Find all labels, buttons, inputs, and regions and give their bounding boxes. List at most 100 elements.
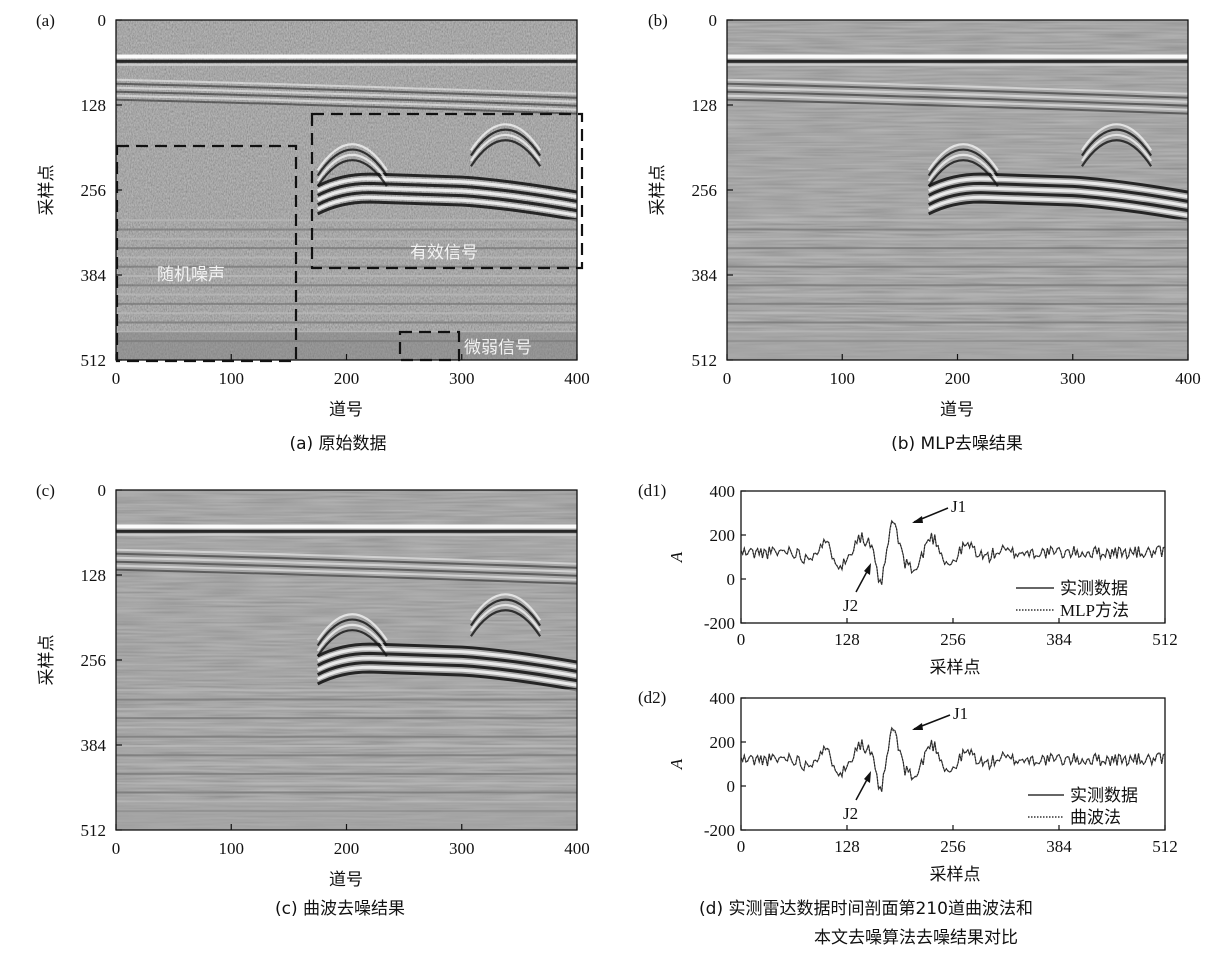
panel-d1-tag: (d1) bbox=[638, 481, 666, 500]
deep-band bbox=[116, 707, 577, 710]
diffraction-hyperbola bbox=[927, 159, 999, 187]
diffraction-hyperbola bbox=[470, 598, 542, 627]
b-ytick-label: 256 bbox=[692, 181, 718, 200]
panel-d1-xlabel: 采样点 bbox=[930, 658, 981, 678]
a-xtick-label: 300 bbox=[449, 369, 475, 388]
legend-d2-curvelet: 曲波法 bbox=[1070, 808, 1121, 828]
layer-line bbox=[116, 90, 577, 107]
diffraction-hyperbola bbox=[927, 143, 999, 171]
d1-ytick-label: 400 bbox=[710, 482, 736, 501]
panel-a-caption: (a) 原始数据 bbox=[289, 434, 386, 454]
deep-band bbox=[116, 754, 577, 757]
deep-band bbox=[116, 237, 577, 240]
layer-line bbox=[727, 78, 1188, 95]
target-reflector bbox=[316, 191, 577, 213]
panel-d2-tag: (d2) bbox=[638, 688, 666, 707]
deep-band bbox=[727, 256, 1188, 259]
deep-band bbox=[727, 293, 1188, 296]
c-ytick-label: 256 bbox=[81, 651, 107, 670]
panel-a-xlabel: 道号 bbox=[329, 400, 363, 420]
c-xtick-label: 100 bbox=[219, 839, 245, 858]
annotation-random-noise: 随机噪声 bbox=[157, 265, 225, 285]
deep-band bbox=[116, 284, 577, 287]
panel-a: (a) 0 100 200 300 400 0 128 256 384 512 随机噪声 有效信号… bbox=[36, 11, 590, 454]
reflector-band bbox=[727, 54, 1188, 59]
deep-band bbox=[116, 698, 577, 701]
target-reflector bbox=[927, 200, 1188, 222]
target-reflector bbox=[316, 642, 577, 664]
deep-band bbox=[116, 293, 577, 296]
d1-xtick-label: 128 bbox=[834, 630, 860, 649]
c-ytick-label: 128 bbox=[81, 566, 107, 585]
marker-d2-j1: J1 bbox=[953, 704, 968, 723]
b-xtick-label: 200 bbox=[945, 369, 971, 388]
c-ytick-label: 0 bbox=[98, 481, 107, 500]
diffraction-hyperbola bbox=[316, 613, 388, 641]
target-reflector bbox=[927, 191, 1188, 213]
d2-xtick-label: 0 bbox=[737, 837, 746, 856]
b-ytick-label: 128 bbox=[692, 96, 718, 115]
deep-band bbox=[116, 275, 577, 277]
layer-line bbox=[727, 90, 1188, 107]
d1-ytick-label: 200 bbox=[710, 526, 736, 545]
b-ytick-label: 384 bbox=[692, 266, 718, 285]
box-random-noise bbox=[115, 144, 298, 363]
reflector-band bbox=[116, 63, 577, 66]
diffraction-hyperbola bbox=[470, 123, 542, 151]
legend-d1-measured: 实测数据 bbox=[1060, 579, 1128, 599]
panel-c-ylabel: 采样点 bbox=[37, 635, 57, 686]
a-xtick-label: 100 bbox=[219, 369, 245, 388]
a-xtick-label: 200 bbox=[334, 369, 360, 388]
deep-band bbox=[116, 745, 577, 747]
reflector-band bbox=[116, 54, 577, 59]
layer-line bbox=[727, 94, 1188, 111]
deep-band bbox=[116, 800, 577, 803]
panel-b-xlabel: 道号 bbox=[940, 400, 974, 420]
deep-band bbox=[116, 772, 577, 775]
a-xtick-label: 400 bbox=[564, 369, 590, 388]
layer-line bbox=[116, 98, 577, 115]
deep-band bbox=[116, 782, 577, 785]
d1-xtick-label: 512 bbox=[1152, 630, 1178, 649]
deep-band bbox=[727, 302, 1188, 305]
target-reflector bbox=[927, 195, 1188, 217]
d2-xtick-label: 256 bbox=[940, 837, 966, 856]
reflector-band bbox=[116, 533, 577, 536]
target-reflector bbox=[316, 661, 577, 683]
diffraction-hyperbola bbox=[927, 153, 999, 182]
marker-d1-j1-arrowhead bbox=[912, 516, 923, 523]
marker-d2-j2-arrowhead bbox=[864, 771, 871, 783]
deep-band bbox=[727, 284, 1188, 287]
layer-line bbox=[116, 78, 577, 95]
deep-band bbox=[727, 275, 1188, 277]
diffraction-hyperbola bbox=[316, 143, 388, 171]
reflector-band bbox=[727, 59, 1188, 63]
layer-line bbox=[116, 552, 577, 569]
a-ytick-label: 0 bbox=[98, 11, 107, 30]
diffraction-hyperbola bbox=[470, 604, 542, 632]
d1-xtick-label: 0 bbox=[737, 630, 746, 649]
panel-c-xlabel: 道号 bbox=[329, 870, 363, 890]
a-ytick-label: 128 bbox=[81, 96, 107, 115]
layer-line bbox=[727, 98, 1188, 115]
panel-b: (b) 0 100 200 300 400 0 128 256 384 512 道号 采样点 (b… bbox=[648, 11, 1201, 454]
panel-d2-traces bbox=[740, 726, 1166, 792]
diffraction-hyperbola bbox=[316, 629, 388, 657]
marker-d2-j1-arrowhead bbox=[912, 723, 923, 730]
panel-b-tag: (b) bbox=[648, 11, 668, 30]
target-reflector bbox=[316, 181, 577, 203]
c-xtick-label: 400 bbox=[564, 839, 590, 858]
layer-line bbox=[116, 556, 577, 573]
diffraction-hyperbola bbox=[470, 609, 542, 637]
d2-ytick-label: -200 bbox=[704, 821, 735, 840]
marker-d2-j2: J2 bbox=[843, 804, 858, 823]
panel-b-image bbox=[727, 20, 1188, 360]
layer-line bbox=[727, 82, 1188, 99]
diffraction-hyperbola bbox=[316, 153, 388, 182]
layer-line bbox=[116, 82, 577, 99]
d1-xtick-label: 256 bbox=[940, 630, 966, 649]
c-xtick-label: 0 bbox=[112, 839, 121, 858]
deep-band bbox=[116, 726, 577, 729]
